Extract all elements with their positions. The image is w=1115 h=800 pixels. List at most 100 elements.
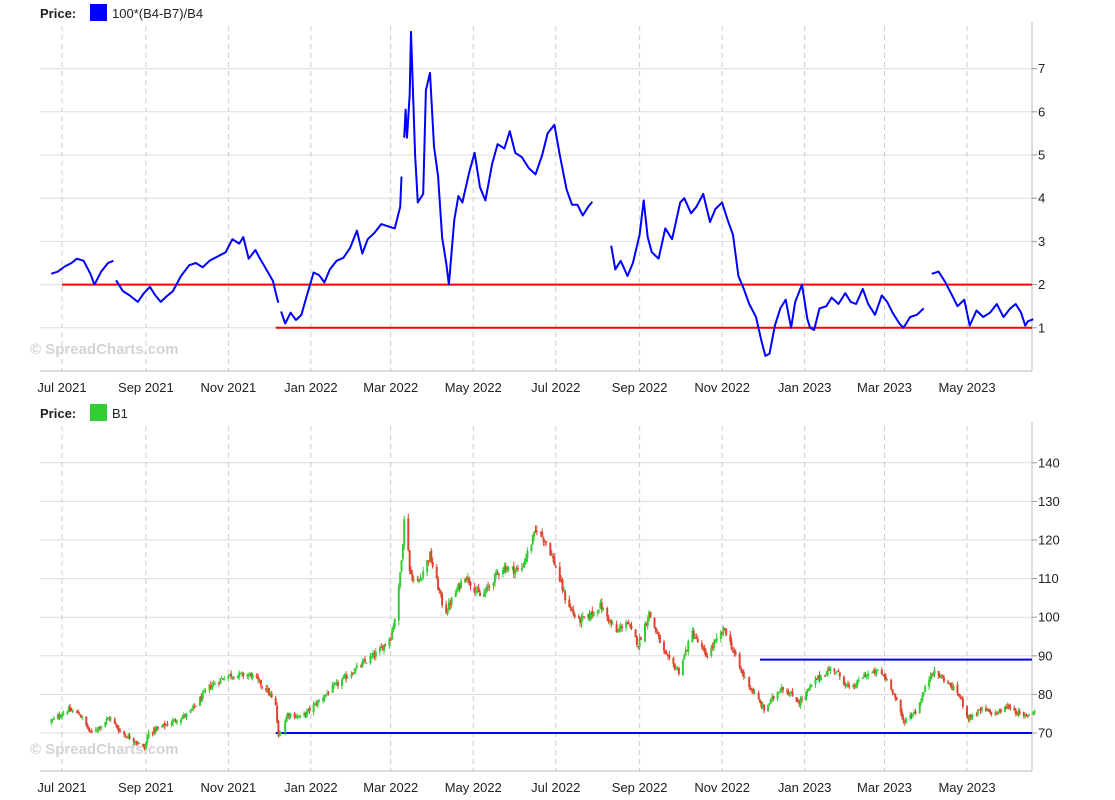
candle-body [895, 697, 898, 700]
candle-body [796, 700, 799, 703]
candle-body [749, 687, 752, 689]
candle-body [596, 611, 599, 613]
candle-body [105, 719, 108, 722]
candle-body [259, 680, 262, 686]
candle-body [687, 641, 690, 652]
candle-body [94, 730, 97, 732]
candle-body [748, 677, 751, 688]
candle-body [151, 732, 154, 734]
candle-body [249, 673, 251, 675]
candle-body [307, 708, 310, 711]
candle-body [511, 566, 514, 568]
candle-body [675, 668, 678, 670]
top-y-tick-label: 6 [1038, 104, 1045, 119]
candle-body [400, 560, 403, 572]
candle-body [66, 711, 69, 714]
candle-body [872, 669, 875, 673]
candle-body [874, 669, 876, 674]
candle-body [193, 705, 196, 707]
candle-body [627, 622, 630, 624]
candle-body [200, 696, 203, 700]
candle-body [763, 704, 766, 711]
top-legend-series-name: 100*(B4-B7)/B4 [112, 6, 203, 21]
candle-body [75, 711, 78, 713]
candle-body [380, 647, 383, 648]
candle-body [1018, 711, 1021, 713]
top-legend-price-label: Price: [40, 6, 76, 21]
bottom-chart-legend: Price: B1 [40, 404, 128, 421]
candle-body [209, 685, 212, 689]
candle-body [242, 673, 245, 677]
bottom-x-tick-label: Jul 2021 [37, 780, 86, 795]
candle-body [826, 670, 829, 676]
bottom-y-tick-label: 100 [1038, 610, 1060, 625]
candle-body [228, 674, 231, 676]
candle-body [856, 679, 859, 686]
candle-body [315, 703, 318, 706]
candle-body [316, 700, 319, 706]
candle-body [255, 674, 258, 678]
candle-body [515, 568, 518, 570]
top-x-tick-label: May 2022 [445, 380, 502, 395]
candle-body [539, 532, 542, 534]
candle-body [378, 647, 381, 652]
candle-body [192, 705, 195, 709]
candle-body [1007, 704, 1010, 708]
candle-body [611, 623, 614, 625]
candle-body [710, 646, 713, 656]
candle-body [171, 720, 174, 724]
candle-body [403, 519, 406, 546]
candle-body [997, 712, 1000, 715]
candle-body [801, 698, 803, 700]
candle-body [952, 685, 955, 691]
candle-body [136, 743, 139, 744]
bottom-y-tick-label: 80 [1038, 687, 1052, 702]
candle-body [910, 714, 913, 717]
candle-body [456, 589, 458, 593]
top-x-tick-label: Nov 2022 [694, 380, 750, 395]
candle-body [447, 602, 450, 610]
candle-body [750, 689, 753, 690]
candle-body [458, 583, 461, 589]
candle-body [391, 630, 394, 640]
candle-body [474, 590, 477, 593]
candle-body [989, 709, 991, 712]
candle-body [343, 675, 346, 677]
candle-body [525, 558, 527, 562]
candle-body [533, 531, 536, 536]
candle-body [884, 676, 887, 680]
candle-body [825, 674, 828, 676]
candle-body [903, 721, 906, 723]
candle-body [426, 560, 429, 573]
candle-body [654, 627, 657, 632]
candle-body [449, 603, 452, 606]
candle-body [848, 686, 851, 687]
candle-body [222, 678, 224, 680]
candle-body [166, 723, 169, 726]
candle-body [431, 562, 434, 567]
candle-body [893, 693, 895, 695]
candle-body [960, 697, 963, 699]
candle-body [250, 673, 253, 678]
candle-body [512, 566, 515, 574]
candle-body [516, 567, 519, 570]
candle-body [778, 692, 780, 694]
candle-body [96, 729, 99, 731]
candle-body [335, 682, 338, 684]
candle-body [477, 587, 480, 593]
candle-body [581, 616, 584, 618]
candle-body [1025, 714, 1028, 716]
candle-body [204, 690, 207, 692]
candle-body [949, 683, 952, 687]
candle-body [288, 713, 291, 717]
candle-body [809, 685, 812, 689]
candle-body [760, 701, 763, 708]
candle-body [322, 698, 325, 701]
candle-body [1003, 706, 1006, 712]
candle-body [504, 566, 507, 572]
top-y-tick-label: 7 [1038, 61, 1045, 76]
candle-body [788, 693, 791, 696]
candle-body [714, 640, 717, 643]
candle-body [619, 626, 622, 629]
candle-body [817, 675, 820, 680]
